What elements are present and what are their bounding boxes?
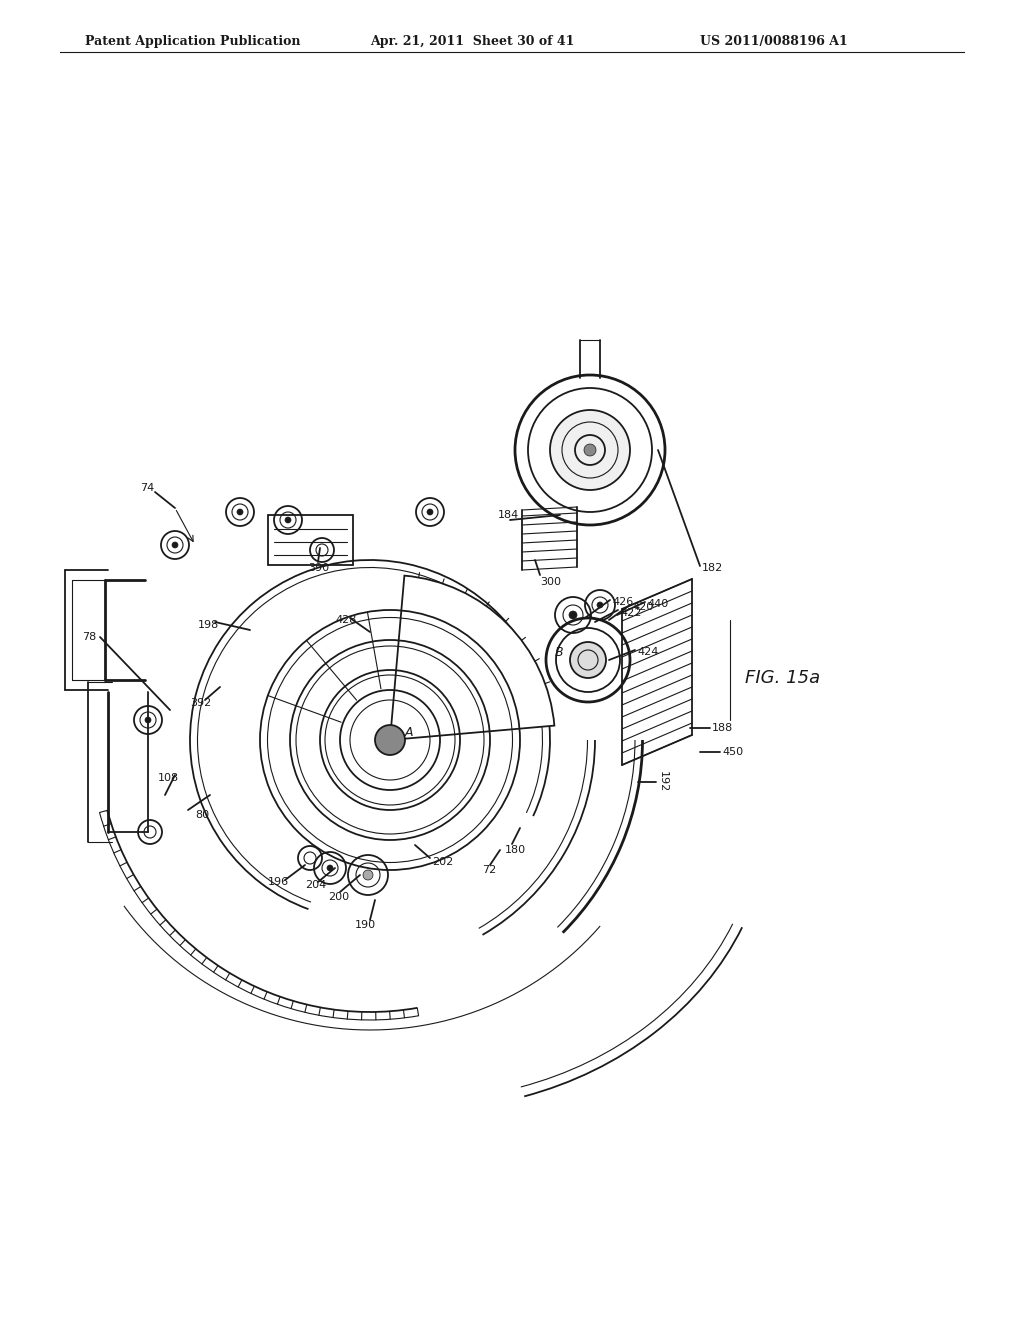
Text: 422: 422: [620, 609, 641, 618]
Text: 198: 198: [198, 620, 219, 630]
Circle shape: [172, 543, 178, 548]
Circle shape: [584, 444, 596, 455]
Text: 192: 192: [658, 771, 668, 792]
Text: US 2011/0088196 A1: US 2011/0088196 A1: [700, 36, 848, 48]
Text: 204: 204: [305, 880, 327, 890]
Text: A: A: [406, 726, 414, 738]
Text: 390: 390: [308, 564, 329, 573]
Text: 426: 426: [612, 597, 633, 607]
Text: 190: 190: [355, 920, 376, 931]
Text: B: B: [555, 645, 563, 659]
Wedge shape: [390, 576, 554, 741]
Circle shape: [427, 510, 433, 515]
Text: 420: 420: [632, 602, 653, 612]
Text: 108: 108: [158, 774, 179, 783]
Text: 78: 78: [82, 632, 96, 642]
Circle shape: [550, 411, 630, 490]
Text: 424: 424: [637, 647, 658, 657]
Circle shape: [362, 870, 373, 880]
Text: 440: 440: [647, 599, 669, 609]
Text: 392: 392: [190, 698, 211, 708]
Text: 200: 200: [328, 892, 349, 902]
Circle shape: [570, 642, 606, 678]
Circle shape: [375, 725, 406, 755]
Circle shape: [597, 602, 603, 609]
Circle shape: [285, 517, 291, 523]
Text: 196: 196: [268, 876, 289, 887]
Text: 428: 428: [335, 615, 356, 624]
Circle shape: [145, 717, 151, 723]
Text: 188: 188: [712, 723, 733, 733]
Circle shape: [569, 611, 577, 619]
Text: 202: 202: [432, 857, 454, 867]
Text: 300: 300: [540, 577, 561, 587]
Text: 180: 180: [505, 845, 526, 855]
Text: 72: 72: [482, 865, 497, 875]
Text: 184: 184: [498, 510, 519, 520]
Text: 80: 80: [195, 810, 209, 820]
Circle shape: [327, 865, 333, 871]
Text: 450: 450: [722, 747, 743, 756]
Text: Apr. 21, 2011  Sheet 30 of 41: Apr. 21, 2011 Sheet 30 of 41: [370, 36, 574, 48]
Text: 74: 74: [140, 483, 155, 492]
Circle shape: [237, 510, 243, 515]
Text: FIG. 15a: FIG. 15a: [745, 669, 820, 686]
Text: Patent Application Publication: Patent Application Publication: [85, 36, 300, 48]
Bar: [268, 515, 353, 565]
Text: 182: 182: [702, 564, 723, 573]
